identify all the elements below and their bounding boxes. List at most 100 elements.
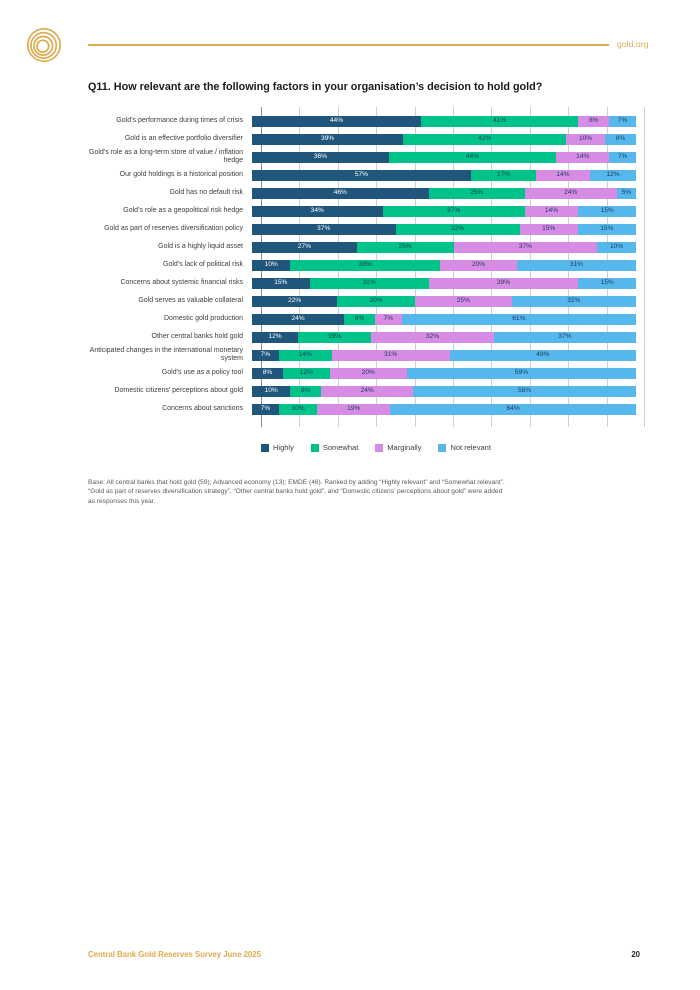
page-title: Q11. How relevant are the following fact…: [88, 81, 543, 93]
chart-row: Gold’s performance during times of crisi…: [88, 112, 645, 130]
bar-segment-highly: 10%: [252, 385, 291, 397]
segment-value-label: 39%: [358, 260, 372, 268]
stacked-bar-chart: Gold’s performance during times of crisi…: [88, 107, 645, 427]
bar-segment-marginally: 37%: [453, 241, 598, 253]
bar-segment-highly: 27%: [252, 241, 357, 253]
segment-value-label: 22%: [288, 296, 302, 304]
bar-segment-marginally: 15%: [519, 223, 578, 235]
segment-value-label: 14%: [576, 152, 590, 160]
segment-value-label: 15%: [274, 278, 288, 286]
bar-segment-not-relevant: 15%: [577, 223, 636, 235]
bar-segment-highly: 46%: [252, 187, 429, 199]
bar-segment-not-relevant: 7%: [609, 151, 636, 163]
row-bar: 10% 39% 20% 31%: [252, 259, 636, 271]
segment-value-label: 39%: [321, 134, 335, 142]
row-label: Anticipated changes in the international…: [89, 347, 243, 362]
row-label: Domestic citizens’ perceptions about gol…: [114, 387, 243, 395]
segment-value-label: 32%: [567, 296, 581, 304]
row-bar: 37% 32% 15% 15%: [252, 223, 636, 235]
segment-value-label: 24%: [291, 314, 305, 322]
row-bar: 46% 25% 24% 5%: [252, 187, 636, 199]
row-bar: 36% 44% 14% 7%: [252, 151, 636, 163]
bar-segment-somewhat: 25%: [428, 187, 525, 199]
segment-value-label: 7%: [383, 314, 394, 322]
bar-segment-highly: 7%: [252, 403, 279, 415]
chart-row: Gold’s role as a long-term store of valu…: [88, 148, 645, 166]
segment-value-label: 20%: [471, 260, 486, 268]
bar-segment-marginally: 19%: [317, 403, 391, 415]
segment-value-label: 14%: [556, 170, 570, 178]
segment-value-label: 15%: [600, 206, 614, 214]
legend-label: Marginally: [387, 443, 422, 452]
legend-label: Not relevant: [450, 443, 491, 452]
bar-segment-not-relevant: 15%: [578, 205, 636, 217]
bar-segment-highly: 37%: [252, 223, 396, 235]
segment-value-label: 8%: [588, 116, 599, 124]
segment-value-label: 12%: [268, 332, 282, 340]
segment-value-label: 14%: [298, 350, 312, 358]
segment-value-label: 44%: [465, 152, 480, 160]
legend-label: Highly: [273, 443, 294, 452]
segment-value-label: 12%: [299, 368, 313, 376]
bar-segment-marginally: 31%: [331, 349, 450, 361]
bar-segment-not-relevant: 37%: [493, 331, 636, 343]
bar-segment-not-relevant: 58%: [413, 385, 636, 397]
chart-row: Concerns about sanctions 7% 10% 19% 64%: [88, 400, 645, 418]
bar-segment-somewhat: 37%: [382, 205, 525, 217]
footnote-line: as responses this year.: [88, 497, 156, 505]
legend-item-highly: Highly: [261, 443, 294, 452]
segment-value-label: 19%: [347, 404, 361, 412]
bar-segment-marginally: 14%: [536, 169, 590, 181]
legend-swatch: [375, 443, 384, 452]
bar-segment-highly: 44%: [252, 115, 421, 127]
bar-segment-highly: 57%: [252, 169, 471, 181]
row-bar: 57% 17% 14% 12%: [252, 169, 636, 181]
bar-segment-highly: 15%: [252, 277, 310, 289]
legend-item-not-relevant: Not relevant: [438, 443, 491, 452]
bar-segment-somewhat: 17%: [470, 169, 537, 181]
segment-value-label: 37%: [558, 332, 572, 340]
bar-segment-not-relevant: 5%: [616, 187, 636, 199]
chart-row: Gold is an effective portfolio diversifi…: [88, 130, 645, 148]
bar-segment-somewhat: 8%: [290, 385, 322, 397]
segment-value-label: 31%: [384, 350, 398, 358]
segment-value-label: 15%: [600, 224, 614, 232]
bar-segment-somewhat: 42%: [403, 133, 567, 145]
row-label: Gold has no default risk: [169, 189, 243, 197]
segment-value-label: 49%: [536, 350, 550, 358]
row-bar: 7% 10% 19% 64%: [252, 403, 636, 415]
segment-value-label: 64%: [506, 404, 520, 412]
segment-value-label: 15%: [600, 278, 614, 286]
segment-value-label: 59%: [514, 368, 529, 376]
segment-value-label: 7%: [617, 116, 628, 124]
segment-value-label: 31%: [362, 278, 376, 286]
segment-value-label: 7%: [260, 350, 271, 358]
row-bar: 39% 42% 10% 8%: [252, 133, 636, 145]
segment-value-label: 32%: [425, 332, 440, 340]
bar-segment-marginally: 32%: [371, 331, 494, 343]
row-label: Gold serves as valuable collateral: [138, 297, 243, 305]
segment-value-label: 25%: [456, 296, 470, 304]
bar-segment-not-relevant: 64%: [390, 403, 636, 415]
bar-segment-marginally: 14%: [524, 205, 579, 217]
bar-segment-somewhat: 41%: [420, 115, 579, 127]
footnote-line: Base: All central banks that hold gold (…: [88, 479, 505, 486]
segment-value-label: 31%: [569, 260, 584, 268]
bar-segment-marginally: 7%: [374, 313, 402, 325]
segment-value-label: 58%: [518, 386, 532, 394]
segment-value-label: 41%: [493, 116, 507, 124]
bar-segment-marginally: 39%: [428, 277, 579, 289]
segment-value-label: 14%: [544, 206, 559, 214]
footer-page-number: 20: [631, 950, 640, 959]
site-link[interactable]: gold.org: [617, 39, 649, 49]
row-label: Other central banks hold gold: [151, 333, 243, 341]
bar-segment-somewhat: 32%: [395, 223, 520, 235]
segment-value-label: 10%: [264, 260, 278, 268]
segment-value-label: 25%: [398, 242, 412, 250]
row-bar: 27% 25% 37% 10%: [252, 241, 636, 253]
segment-value-label: 10%: [291, 404, 305, 412]
bar-segment-somewhat: 44%: [388, 151, 557, 163]
header-divider-line: [88, 44, 609, 46]
legend-label: Somewhat: [322, 443, 359, 452]
row-label: Gold as part of reserves diversification…: [104, 225, 243, 233]
